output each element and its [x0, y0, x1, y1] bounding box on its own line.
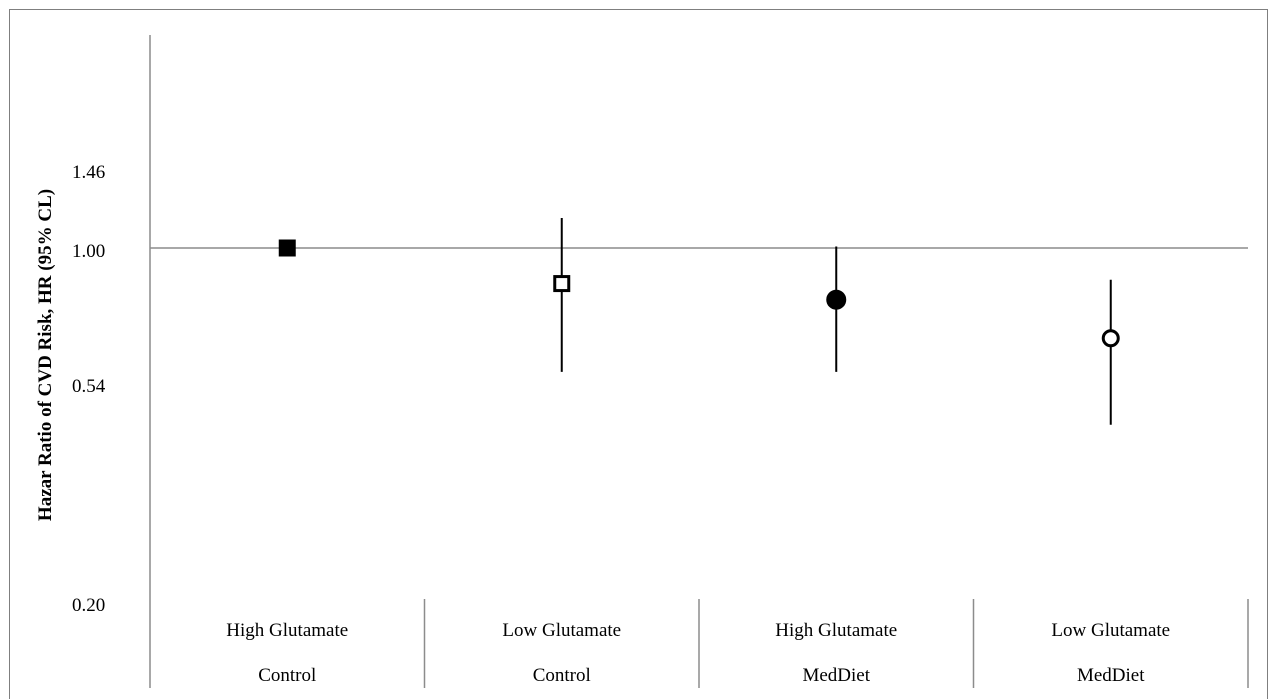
point-marker	[278, 239, 296, 257]
y-tick-label: 1.00	[72, 241, 105, 262]
error-bars	[560, 217, 1112, 425]
y-tick-label: 1.46	[72, 162, 105, 183]
category-labels: High Glutamate Control Low Glutamate Contro…	[226, 620, 1170, 686]
category-label: Low Glutamate	[502, 620, 621, 641]
point-marker	[553, 275, 571, 293]
point-marker	[826, 289, 847, 310]
y-tick-label: 0.20	[72, 595, 105, 616]
category-label: High Glutamate	[775, 620, 897, 641]
category-label: High Glutamate	[226, 620, 348, 641]
y-tick-labels: 1.46 1.00 0.54 0.20	[72, 162, 106, 616]
y-tick-label: 0.54	[72, 376, 106, 397]
category-label: Low Glutamate	[1051, 620, 1170, 641]
category-label: Control	[258, 665, 316, 686]
axes	[149, 35, 1249, 688]
chart-frame	[9, 9, 1268, 699]
category-label: Control	[533, 665, 591, 686]
point-marker	[1101, 329, 1120, 348]
y-axis-title: Hazar Ratio of CVD Risk, HR (95% CL)	[35, 189, 56, 521]
category-label: MedDiet	[1077, 665, 1145, 686]
category-label: MedDiet	[802, 665, 870, 686]
point-markers	[278, 239, 1120, 348]
